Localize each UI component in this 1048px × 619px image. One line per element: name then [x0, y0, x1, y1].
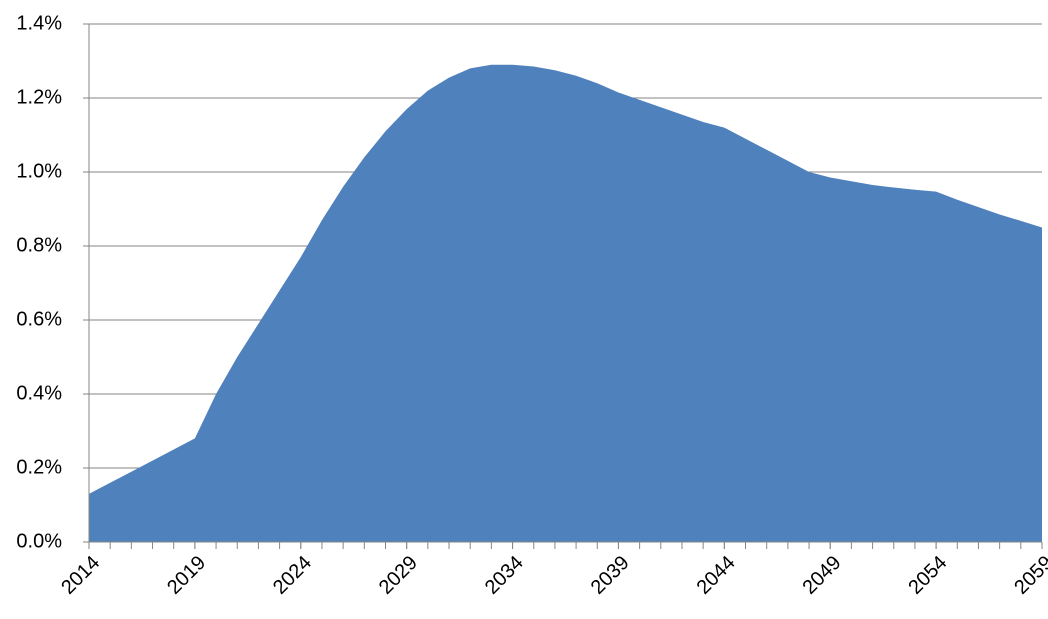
- y-tick-label: 0.6%: [16, 308, 62, 330]
- y-tick-label: 0.2%: [16, 456, 62, 478]
- x-tick-label: 2029: [375, 552, 422, 599]
- x-tick-label: 2044: [693, 552, 740, 599]
- y-tick-label: 1.2%: [16, 86, 62, 108]
- x-tick-label: 2034: [481, 552, 528, 599]
- x-tick-label: 2014: [57, 552, 104, 599]
- x-tick-label: 2054: [904, 552, 951, 599]
- y-tick-label: 0.4%: [16, 382, 62, 404]
- y-tick-label: 0.0%: [16, 530, 62, 552]
- x-tick-label: 2039: [587, 552, 634, 599]
- y-tick-label: 0.8%: [16, 234, 62, 256]
- plot: [89, 64, 1042, 542]
- x-tick-label: 2059: [1010, 552, 1048, 599]
- y-tick-label: 1.0%: [16, 160, 62, 182]
- axes: 0.0% 0.2% 0.4% 0.6% 0.8% 1.0% 1.2% 1.4% 2014 2019…: [16, 12, 1048, 598]
- x-tick-label: 2024: [269, 552, 316, 599]
- area: [89, 64, 1042, 542]
- y-tick-label: 1.4%: [16, 12, 62, 34]
- x-tick-label: 2019: [163, 552, 210, 599]
- x-tick-label: 2049: [798, 552, 845, 599]
